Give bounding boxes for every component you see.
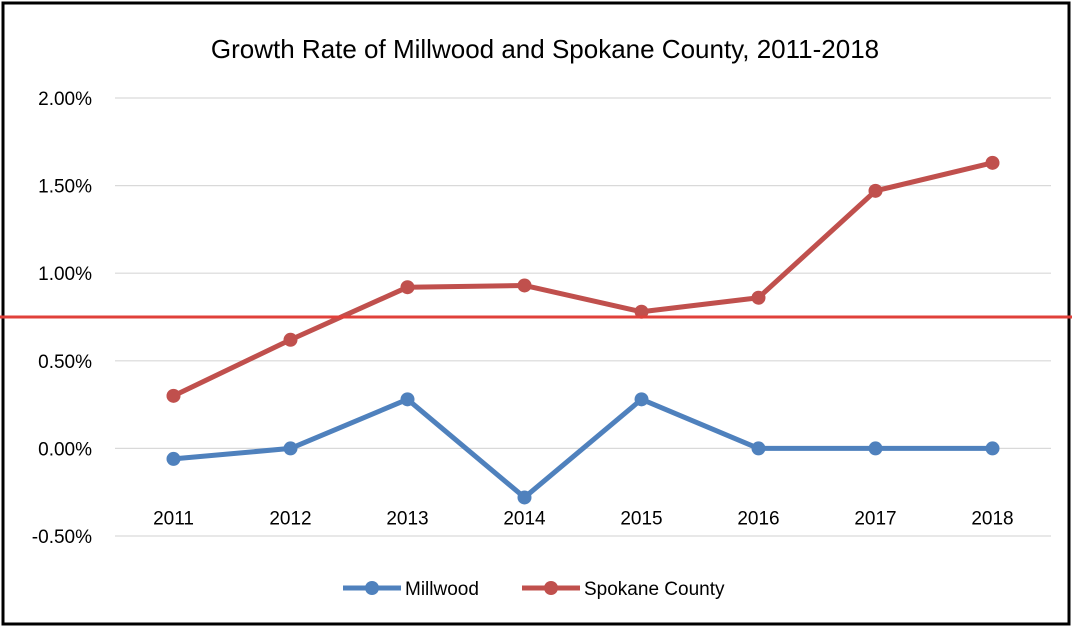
data-point [400,280,415,295]
y-tick-label: 0.50% [38,352,92,373]
series-line [172,160,994,399]
y-tick-label: 1.00% [38,264,92,285]
data-point [751,441,766,456]
data-point [283,441,298,456]
x-tick-label: 2012 [269,508,311,529]
x-tick-label: 2015 [620,508,662,529]
data-point [634,392,649,407]
data-point [166,388,181,403]
series-line [173,396,993,500]
series-spokane-county [166,155,1000,403]
data-point [634,304,649,319]
x-tick-label: 2014 [503,508,546,529]
data-point [985,441,1000,456]
data-point [517,490,532,505]
chart-title: Growth Rate of Millwood and Spokane Coun… [211,34,879,64]
data-point [166,451,181,466]
legend-marker [544,581,558,595]
x-axis-tick-labels: 2011 2012 2013 2014 2015 2016 2017 2018 [153,508,1014,529]
x-tick-label: 2016 [737,508,779,529]
legend: Millwood Spokane County [343,579,725,600]
legend-label: Spokane County [584,579,725,600]
x-tick-label: 2017 [854,508,896,529]
series-lines [166,155,1000,505]
data-point [985,155,1000,170]
data-point [283,332,298,347]
legend-marker [365,581,379,595]
data-point [868,441,883,456]
data-point [400,392,415,407]
data-point [517,278,532,293]
legend-label: Millwood [405,579,479,600]
y-axis-tick-labels: -0.50% 0.00% 0.50% 1.00% 1.50% 2.00% [32,89,92,548]
data-point [751,290,766,305]
series-millwood [166,392,1000,505]
x-tick-label: 2011 [153,508,194,529]
y-tick-label: -0.50% [32,527,92,548]
y-tick-label: 0.00% [38,439,92,460]
legend-item: Millwood [343,579,479,600]
x-tick-label: 2013 [386,508,428,529]
y-tick-label: 2.00% [38,89,92,110]
x-tick-label: 2018 [971,508,1013,529]
data-point [868,183,883,198]
legend-item: Spokane County [522,579,725,600]
y-tick-label: 1.50% [38,177,92,198]
